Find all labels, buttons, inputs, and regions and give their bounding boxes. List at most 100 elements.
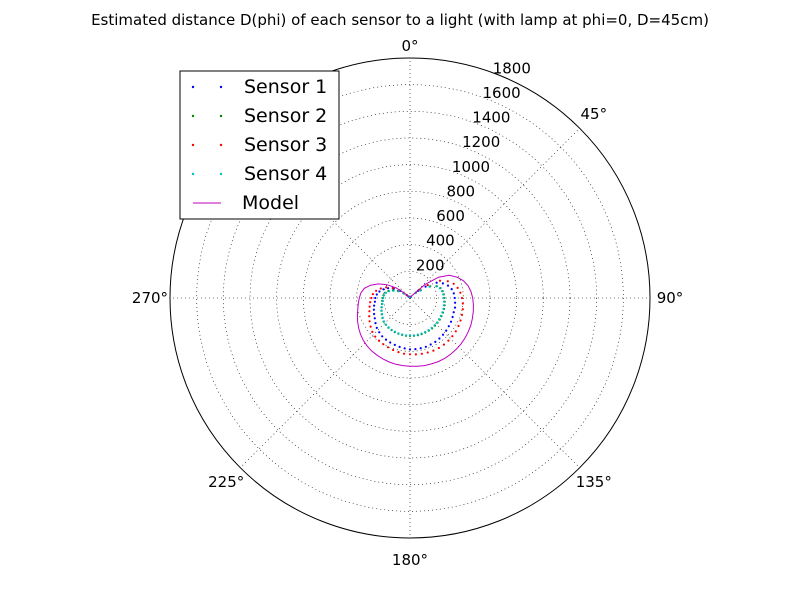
data-point-sensor-3 <box>369 325 372 328</box>
data-point-sensor-4 <box>408 334 412 337</box>
legend-marker-sensor-1 <box>219 85 223 89</box>
legend-marker-sensor-2 <box>191 114 195 118</box>
data-point-sensor-4 <box>381 302 384 305</box>
data-point-sensor-4 <box>383 294 386 297</box>
data-point-sensor-4 <box>442 296 445 300</box>
data-point-sensor-3 <box>432 349 435 352</box>
grid-spoke <box>409 297 580 468</box>
theta-tick-label: 270° <box>132 289 168 307</box>
data-point-sensor-4 <box>397 332 400 335</box>
data-point-sensor-4 <box>436 321 439 324</box>
data-point-sensor-3 <box>447 339 450 342</box>
data-point-sensor-1 <box>449 320 453 323</box>
theta-tick-label: 180° <box>392 551 428 569</box>
data-point-sensor-3 <box>391 286 394 290</box>
data-point-sensor-4 <box>390 328 393 331</box>
data-point-sensor-4 <box>443 300 446 303</box>
data-point-sensor-1 <box>424 345 427 348</box>
data-point-sensor-3 <box>451 335 454 338</box>
data-point-sensor-1 <box>373 304 376 307</box>
r-tick-labels: 200 400 600 800 1000 1200 1400 1600 1800 <box>416 59 531 274</box>
data-point-sensor-4 <box>401 333 404 336</box>
data-point-sensor-1 <box>374 296 377 300</box>
data-point-sensor-3 <box>454 330 457 333</box>
data-point-sensor-3 <box>379 287 382 290</box>
data-point-sensor-3 <box>370 296 373 300</box>
data-point-sensor-3 <box>397 351 400 354</box>
data-point-sensor-1 <box>429 343 432 346</box>
data-point-sensor-1 <box>375 293 378 296</box>
data-point-sensor-3 <box>371 293 374 296</box>
data-point-sensor-4 <box>424 330 427 334</box>
data-point-sensor-4 <box>439 314 442 317</box>
data-point-sensor-3 <box>375 289 378 292</box>
data-point-sensor-4 <box>440 290 444 293</box>
data-point-sensor-4 <box>428 285 431 288</box>
grid-circle <box>383 271 437 325</box>
data-point-sensor-3 <box>385 286 388 289</box>
data-point-sensor-1 <box>384 338 388 341</box>
legend: Sensor 1 Sensor 2 Sensor 3 Sensor 4 Model <box>179 70 340 220</box>
series-line-model <box>356 274 474 367</box>
data-point-sensor-4 <box>393 330 397 333</box>
data-point-sensor-1 <box>451 315 454 319</box>
data-point-sensor-4 <box>392 289 395 292</box>
theta-tick-label: 0° <box>401 37 418 55</box>
r-tick-label: 1400 <box>472 109 510 127</box>
theta-tick-label: 90° <box>657 289 684 307</box>
data-point-sensor-1 <box>452 311 455 314</box>
data-point-sensor-4 <box>382 296 385 300</box>
grid-circle <box>303 191 517 405</box>
data-point-sensor-3 <box>459 291 462 294</box>
data-point-sensor-3 <box>420 352 423 355</box>
grid-spoke <box>409 128 580 299</box>
data-point-sensor-1 <box>382 288 385 291</box>
data-point-sensor-3 <box>456 286 459 289</box>
data-point-sensor-1 <box>434 340 437 343</box>
r-tick-label: 1200 <box>462 133 500 151</box>
grid-circle <box>196 84 624 512</box>
data-point-sensor-4 <box>435 285 438 288</box>
r-tick-label: 400 <box>426 232 455 250</box>
data-point-sensor-1 <box>450 288 453 291</box>
data-point-sensor-1 <box>387 287 390 290</box>
data-point-sensor-1 <box>373 300 376 303</box>
data-point-sensor-4 <box>397 290 400 293</box>
legend-label-sensor-3: Sensor 3 <box>244 134 327 156</box>
data-point-sensor-3 <box>442 343 445 346</box>
r-tick-label: 1000 <box>452 158 490 176</box>
data-point-sensor-3 <box>426 284 429 287</box>
data-point-sensor-3 <box>368 310 371 313</box>
data-point-sensor-3 <box>459 319 462 322</box>
data-point-sensor-3 <box>414 353 417 356</box>
data-point-sensor-3 <box>438 279 442 282</box>
data-point-sensor-3 <box>377 339 381 342</box>
data-point-sensor-3 <box>382 343 385 346</box>
data-point-sensor-1 <box>435 281 438 284</box>
legend-marker-sensor-4 <box>191 172 195 176</box>
data-point-sensor-4 <box>381 316 384 319</box>
data-point-sensor-3 <box>368 320 371 323</box>
data-point-sensor-3 <box>461 308 464 311</box>
data-point-sensor-1 <box>446 284 450 287</box>
data-point-sensor-1 <box>398 345 401 348</box>
r-tick-label: 1800 <box>493 59 531 77</box>
data-point-sensor-3 <box>368 315 371 318</box>
grid-circle <box>276 164 544 432</box>
data-point-sensor-4 <box>416 333 419 336</box>
data-point-sensor-3 <box>460 296 464 300</box>
data-point-sensor-1 <box>441 333 445 336</box>
data-point-sensor-1 <box>375 326 378 329</box>
data-point-sensor-4 <box>427 329 430 332</box>
data-point-sensor-1 <box>403 347 406 350</box>
data-point-sensor-1 <box>454 301 457 304</box>
data-point-sensor-4 <box>419 289 422 292</box>
data-point-sensor-3 <box>437 346 440 350</box>
data-point-sensor-3 <box>368 305 371 308</box>
data-point-sensor-1 <box>441 282 444 285</box>
data-point-sensor-4 <box>381 313 384 316</box>
data-point-sensor-4 <box>387 326 390 329</box>
data-point-sensor-4 <box>412 334 415 337</box>
data-point-sensor-3 <box>446 280 449 283</box>
